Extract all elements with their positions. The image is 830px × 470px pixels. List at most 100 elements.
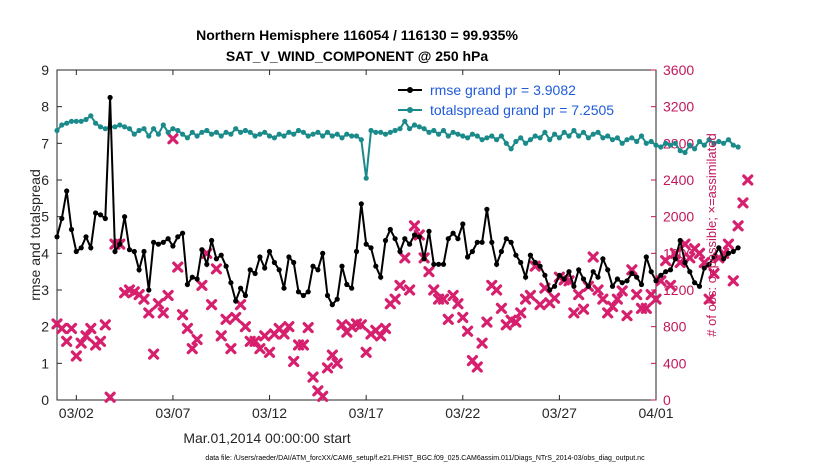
totalspread-point [706,137,712,143]
rmse-point [523,274,529,280]
obs-assimilated-point [379,322,392,335]
totalspread-point [682,149,688,156]
obs-assimilated-point [495,302,508,314]
obs-assimilated-point [360,346,372,358]
totalspread-point [653,142,659,148]
totalspread-point [513,138,519,145]
obs-assimilated-point [85,322,97,335]
rmse-point [609,283,616,289]
rmse-point [209,237,215,244]
obs-assimilated-point [249,335,261,347]
obs-assimilated-point [471,361,483,373]
obs-assimilated-point [317,390,329,402]
rmse-point [687,269,693,275]
totalspread-point [503,140,509,146]
rmse-point [677,237,683,244]
obs-assimilated-point [737,197,749,209]
rmse-point [711,254,717,260]
rmse-point [136,267,142,273]
totalspread-point [498,133,504,139]
obs-assimilated-point [326,349,338,361]
obs-assimilated-point [606,300,619,313]
totalspread-point [184,135,190,141]
totalspread-point [552,131,558,137]
obs-assimilated-point [616,285,628,297]
obs-assimilated-point [640,302,652,314]
rmse-point [131,248,137,255]
rmse-point [474,239,480,245]
obs-assimilated-point [490,284,503,296]
obs-assimilated-point [568,307,580,319]
totalspread-point [180,131,186,137]
totalspread-point [392,127,398,134]
rmse-point [286,254,292,260]
legend: rmse grand pr = 3.9082 totalspread grand… [398,82,614,118]
data-file-footnote: data file: /Users/raeder/DAI/ATM_forcXX/… [205,455,645,462]
obs-assimilated-point [660,255,672,267]
rmse-point [315,267,321,273]
right-y-tick-label: 3200 [663,99,694,115]
obs-assimilated-point [722,238,735,250]
totalspread-point [566,133,572,139]
rmse-point [571,283,577,289]
obs-assimilated-point [331,357,343,369]
totalspread-point [233,126,239,132]
obs-assimilated-point [621,310,633,322]
rmse-point [450,230,456,236]
rmse-point [619,280,625,286]
totalspread-point [518,135,524,141]
rmse-point [155,241,161,247]
obs-assimilated-point [442,313,454,325]
obs-assimilated-point [75,337,87,349]
rmse-point [643,254,649,260]
rmse-point [692,280,698,286]
left-y-tick-label: 1 [41,355,49,371]
obs-assimilated-point [684,252,696,264]
totalspread-point [247,129,253,135]
rmse-point [421,256,427,262]
rmse-point [358,201,364,207]
totalspread-point [638,133,645,139]
rmse-point [735,245,741,251]
right-y-tick-label: 400 [663,355,687,371]
totalspread-point [64,120,70,126]
right-y-tick-label: 800 [663,319,687,335]
totalspread-point [489,133,495,139]
rmse-point [373,263,379,269]
totalspread-point [59,122,65,128]
obs-assimilated-point [375,330,387,342]
rmse-point [170,243,176,249]
rmse-point [658,272,664,278]
rmse-point [117,241,123,247]
totalspread-point [141,126,147,132]
obs-assimilated-point [138,293,150,305]
obs-assimilated-point [263,346,276,358]
rmse-point [151,239,157,245]
obs-assimilated-point [176,309,189,321]
obs-assimilated-point [650,293,662,305]
obs-assimilated-point [336,319,348,331]
rmse-point [78,245,84,251]
obs-assimilated-point [196,279,208,292]
obs-assimilated-point [355,319,367,331]
obs-assimilated-point [225,343,237,355]
totalspread-point [262,129,268,135]
rmse-point [213,256,219,262]
rmse-point [126,247,133,253]
totalspread-point [600,135,606,141]
rmse-point [672,256,678,262]
obs-assimilated-point [577,303,590,315]
x-axis-label: Mar.01,2014 00:00:00 start [183,430,350,446]
rmse-point [218,252,224,258]
x-tick-label: 03/22 [445,405,480,421]
totalspread-point [199,129,205,135]
totalspread-point [725,137,732,143]
rmse-point [387,226,393,233]
rmse-point [320,250,326,256]
totalspread-point [431,127,437,134]
rmse-point [440,261,447,267]
obs-assimilated-point [172,261,184,273]
obs-assimilated-point [452,298,464,310]
obs-assimilated-point [148,348,160,360]
